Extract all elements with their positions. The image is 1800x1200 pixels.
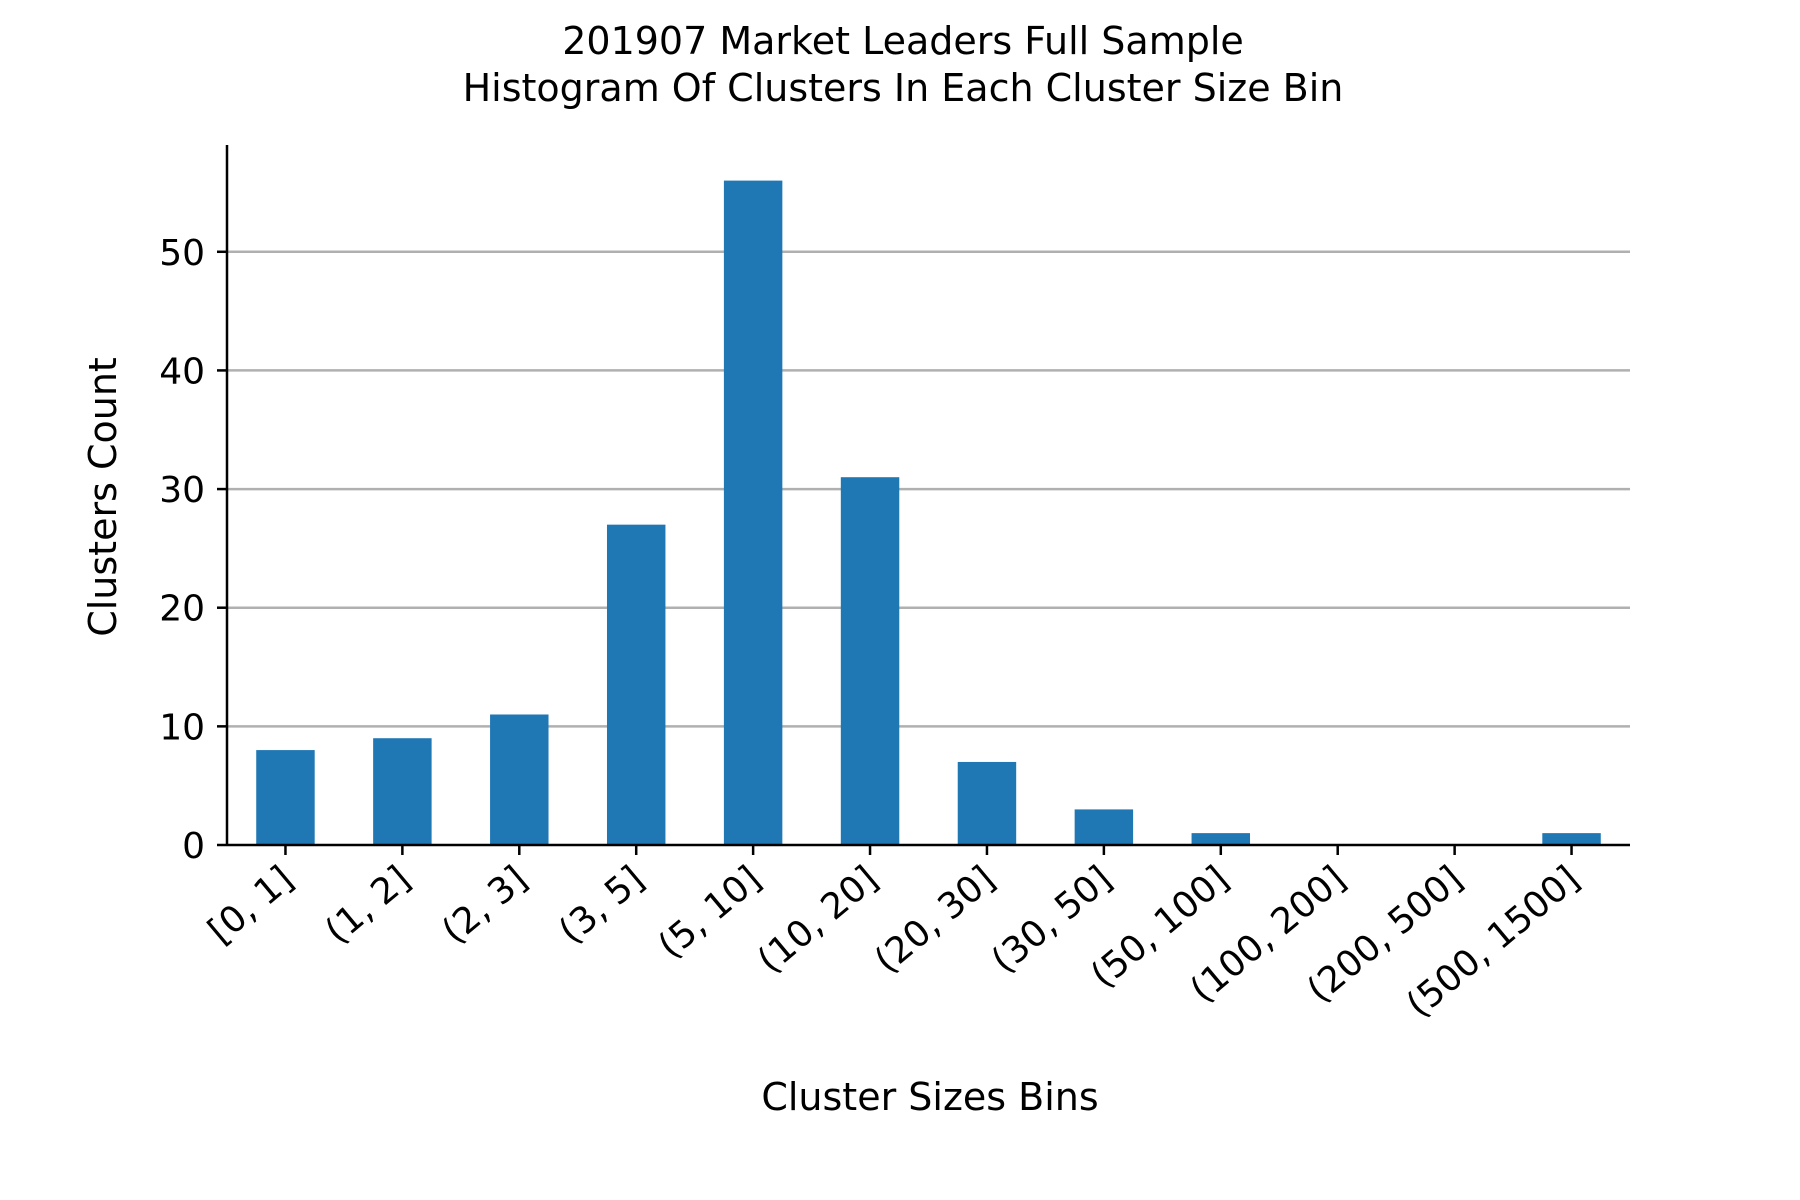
- x-tick-label-5: (10, 20]: [750, 858, 886, 981]
- bar-3: [606, 524, 666, 845]
- x-tick-label-2: (2, 3]: [435, 858, 536, 952]
- bar-8: [1191, 833, 1251, 845]
- y-tick-label-20: 20: [159, 589, 205, 630]
- x-tick-label-1: (1, 2]: [318, 858, 419, 952]
- y-axis-label: Clusters Count: [81, 357, 125, 637]
- bar-4: [723, 180, 783, 846]
- bar-7: [1074, 809, 1134, 845]
- chart-title: 201907 Market Leaders Full Sample: [562, 19, 1244, 63]
- x-tick-label-3: (3, 5]: [551, 858, 652, 952]
- chart-subtitle: Histogram Of Clusters In Each Cluster Si…: [463, 66, 1344, 110]
- bar-0: [256, 750, 315, 845]
- bar-1: [373, 738, 432, 845]
- grid-layer: [227, 250, 1630, 728]
- x-tick-label-0: [0, 1]: [201, 858, 302, 952]
- y-tick-label-10: 10: [159, 707, 205, 748]
- y-tick-label-30: 30: [159, 470, 205, 511]
- bar-2: [490, 714, 549, 845]
- bar-5: [840, 477, 900, 845]
- y-tick-label-40: 40: [159, 351, 205, 392]
- y-tick-label-0: 0: [182, 826, 205, 867]
- bar-6: [957, 761, 1017, 845]
- bar-layer: [256, 180, 1601, 846]
- axis-layer: [225, 145, 1630, 847]
- y-tick-label-50: 50: [159, 233, 205, 274]
- x-tick-label-6: (20, 30]: [867, 858, 1003, 981]
- bar-11: [1542, 833, 1601, 845]
- y-tick-layer: 0 10 20 30 40 50: [159, 233, 227, 867]
- x-axis-label: Cluster Sizes Bins: [761, 1075, 1098, 1119]
- x-tick-layer: [0, 1] (1, 2] (2, 3] (3, 5](5, 10](10, 20](…: [201, 845, 1587, 1026]
